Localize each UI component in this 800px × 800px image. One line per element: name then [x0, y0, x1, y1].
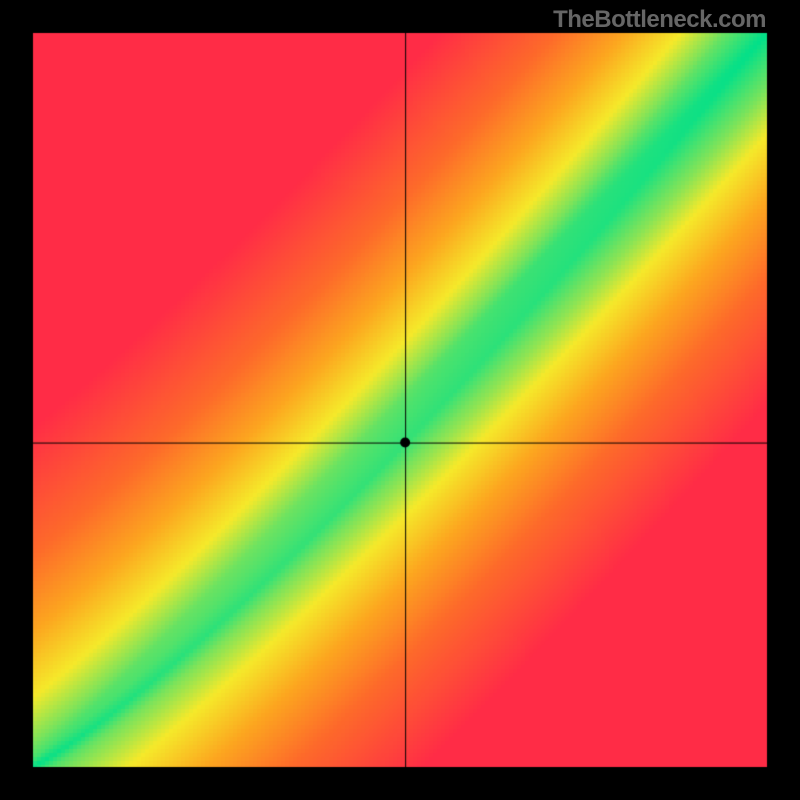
- watermark-text: TheBottleneck.com: [553, 6, 766, 34]
- bottleneck-heatmap: [0, 0, 800, 800]
